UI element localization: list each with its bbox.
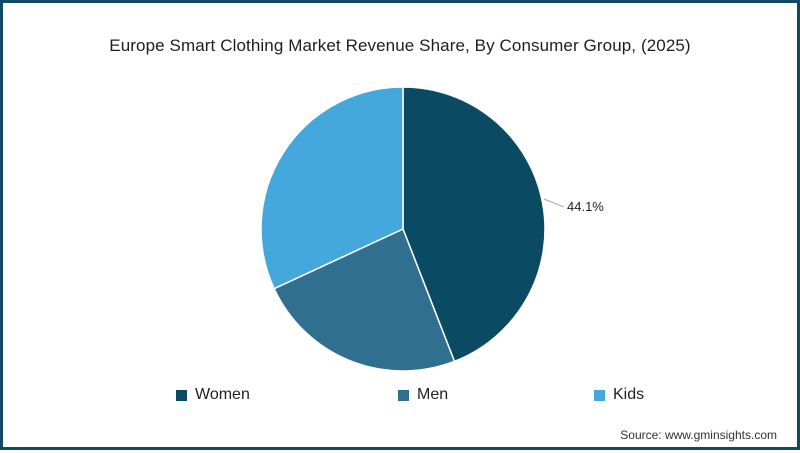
chart-title: Europe Smart Clothing Market Revenue Sha…: [109, 36, 691, 55]
pie-slice-kids[interactable]: [260, 86, 404, 290]
pie-slice-men[interactable]: [273, 227, 456, 372]
legend-label-women: Women: [195, 386, 250, 403]
data-label-women: 44.1%: [567, 199, 604, 214]
source-note: Source: www.gminsights.com: [620, 428, 777, 442]
legend-item-men[interactable]: Men: [398, 386, 448, 404]
legend-label-kids: Kids: [613, 386, 645, 403]
legend: Women Men Kids: [3, 386, 800, 408]
legend-item-kids[interactable]: Kids: [594, 386, 644, 404]
pie-chart: [260, 86, 565, 372]
legend-swatch-men: [398, 389, 409, 401]
pie-slice-women[interactable]: [402, 86, 546, 363]
legend-item-women[interactable]: Women: [176, 386, 250, 404]
label-leader-line: [543, 198, 565, 208]
legend-swatch-kids: [594, 389, 605, 401]
pie-slices: [260, 86, 546, 372]
legend-label-men: Men: [417, 386, 449, 403]
legend-swatch-women: [176, 389, 187, 401]
